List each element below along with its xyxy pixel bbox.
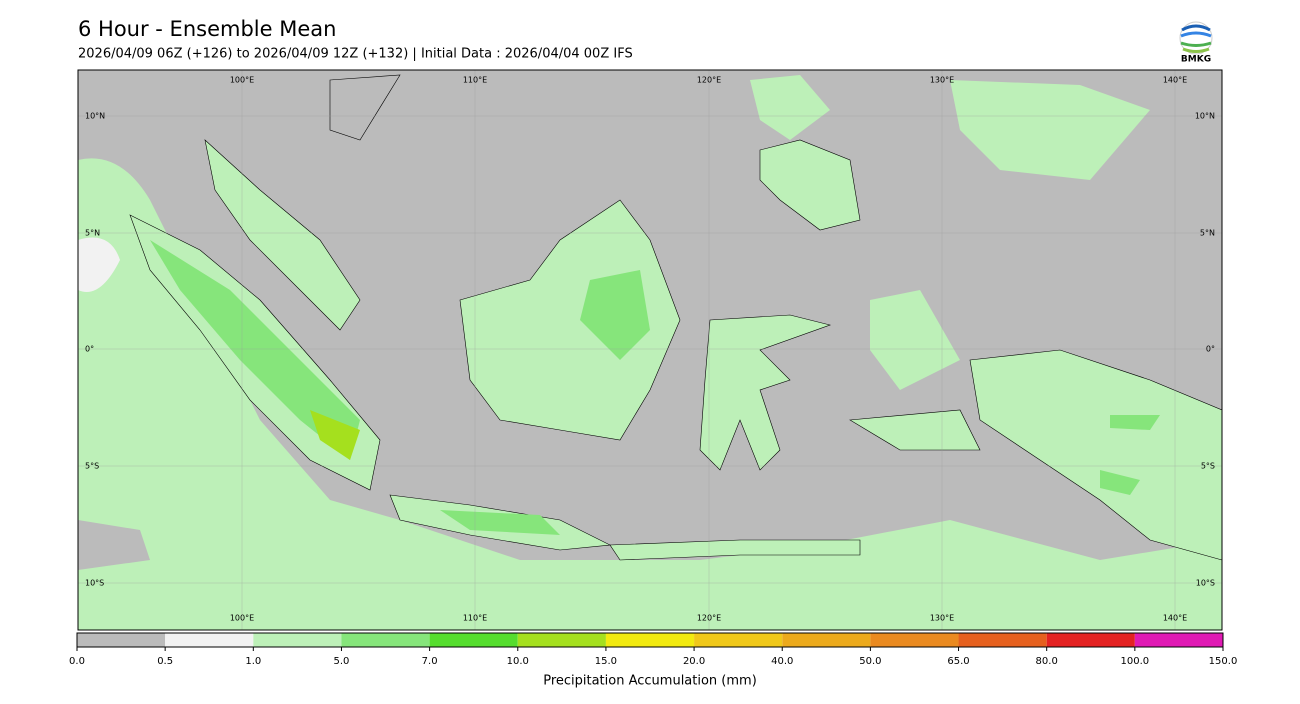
graticule-labels: 100°E 100°E 110°E 110°E 120°E 120°E 130°E 130°E… xyxy=(85,76,1215,623)
colorbar-segment xyxy=(253,633,342,647)
colorbar-label: Precipitation Accumulation (mm) xyxy=(543,674,757,689)
lat-label: 0° xyxy=(1206,345,1215,354)
lon-label: 140°E xyxy=(1163,76,1187,85)
colorbar-tick-label: 50.0 xyxy=(859,656,881,667)
lat-label: 10°N xyxy=(85,112,105,121)
lat-label: 5°S xyxy=(1201,462,1215,471)
colorbar-segment xyxy=(165,633,254,647)
lon-label: 130°E xyxy=(930,76,954,85)
lon-label: 140°E xyxy=(1163,614,1187,623)
colorbar-segment xyxy=(605,633,695,647)
colorbar-segment xyxy=(782,633,871,647)
colorbar-frame xyxy=(76,632,1224,648)
colorbar-segment xyxy=(77,633,166,647)
map: 100°E 100°E 110°E 110°E 120°E 120°E 130°E 130°E… xyxy=(77,69,1223,631)
colorbar-segment xyxy=(694,633,783,647)
colorbar-segment xyxy=(958,633,1047,647)
lon-label: 100°E xyxy=(230,76,254,85)
lat-label: 0° xyxy=(85,345,94,354)
colorbar-tick-label: 7.0 xyxy=(422,656,438,667)
colorbar-tick-label: 20.0 xyxy=(683,656,705,667)
colorbar-tick-label: 0.5 xyxy=(157,656,173,667)
colorbar-tick-label: 1.0 xyxy=(245,656,261,667)
lon-label: 110°E xyxy=(463,614,487,623)
colorbar-segment xyxy=(429,633,518,647)
colorbar-segment xyxy=(870,633,959,647)
lon-label: 110°E xyxy=(463,76,487,85)
colorbar-tick-label: 5.0 xyxy=(334,656,350,667)
subtitle: 2026/04/09 06Z (+126) to 2026/04/09 12Z … xyxy=(78,47,633,62)
colorbar-tick-label: 100.0 xyxy=(1121,656,1150,667)
colorbar-tick-label: 15.0 xyxy=(595,656,617,667)
colorbar-segment xyxy=(1046,633,1135,647)
lat-label: 5°N xyxy=(1200,229,1215,238)
lon-label: 100°E xyxy=(230,614,254,623)
lat-label: 5°N xyxy=(85,229,100,238)
lat-label: 5°S xyxy=(85,462,99,471)
title: 6 Hour - Ensemble Mean xyxy=(78,17,336,41)
lat-label: 10°N xyxy=(1195,112,1215,121)
colorbar-tick-label: 40.0 xyxy=(771,656,793,667)
colorbar-tick-label: 0.0 xyxy=(69,656,85,667)
lon-label: 120°E xyxy=(697,614,721,623)
lon-label: 120°E xyxy=(697,76,721,85)
logo-text: BMKG xyxy=(1181,55,1211,65)
colorbar-tick-label: 10.0 xyxy=(507,656,529,667)
colorbar-tick-label: 150.0 xyxy=(1209,656,1238,667)
colorbar: 0.0 0.5 1.0 5.0 7.0 10.0 15.0 20.0 40.0 50.0 65.0 8… xyxy=(69,632,1238,667)
colorbar-segment xyxy=(517,633,606,647)
lat-label: 10°S xyxy=(1196,579,1215,588)
colorbar-tick-label: 80.0 xyxy=(1036,656,1058,667)
lat-label: 10°S xyxy=(85,579,104,588)
colorbar-segment xyxy=(341,633,430,647)
colorbar-segment xyxy=(1134,633,1223,647)
logo: BMKG xyxy=(1179,21,1213,65)
colorbar-tick-label: 65.0 xyxy=(947,656,969,667)
lon-label: 130°E xyxy=(930,614,954,623)
